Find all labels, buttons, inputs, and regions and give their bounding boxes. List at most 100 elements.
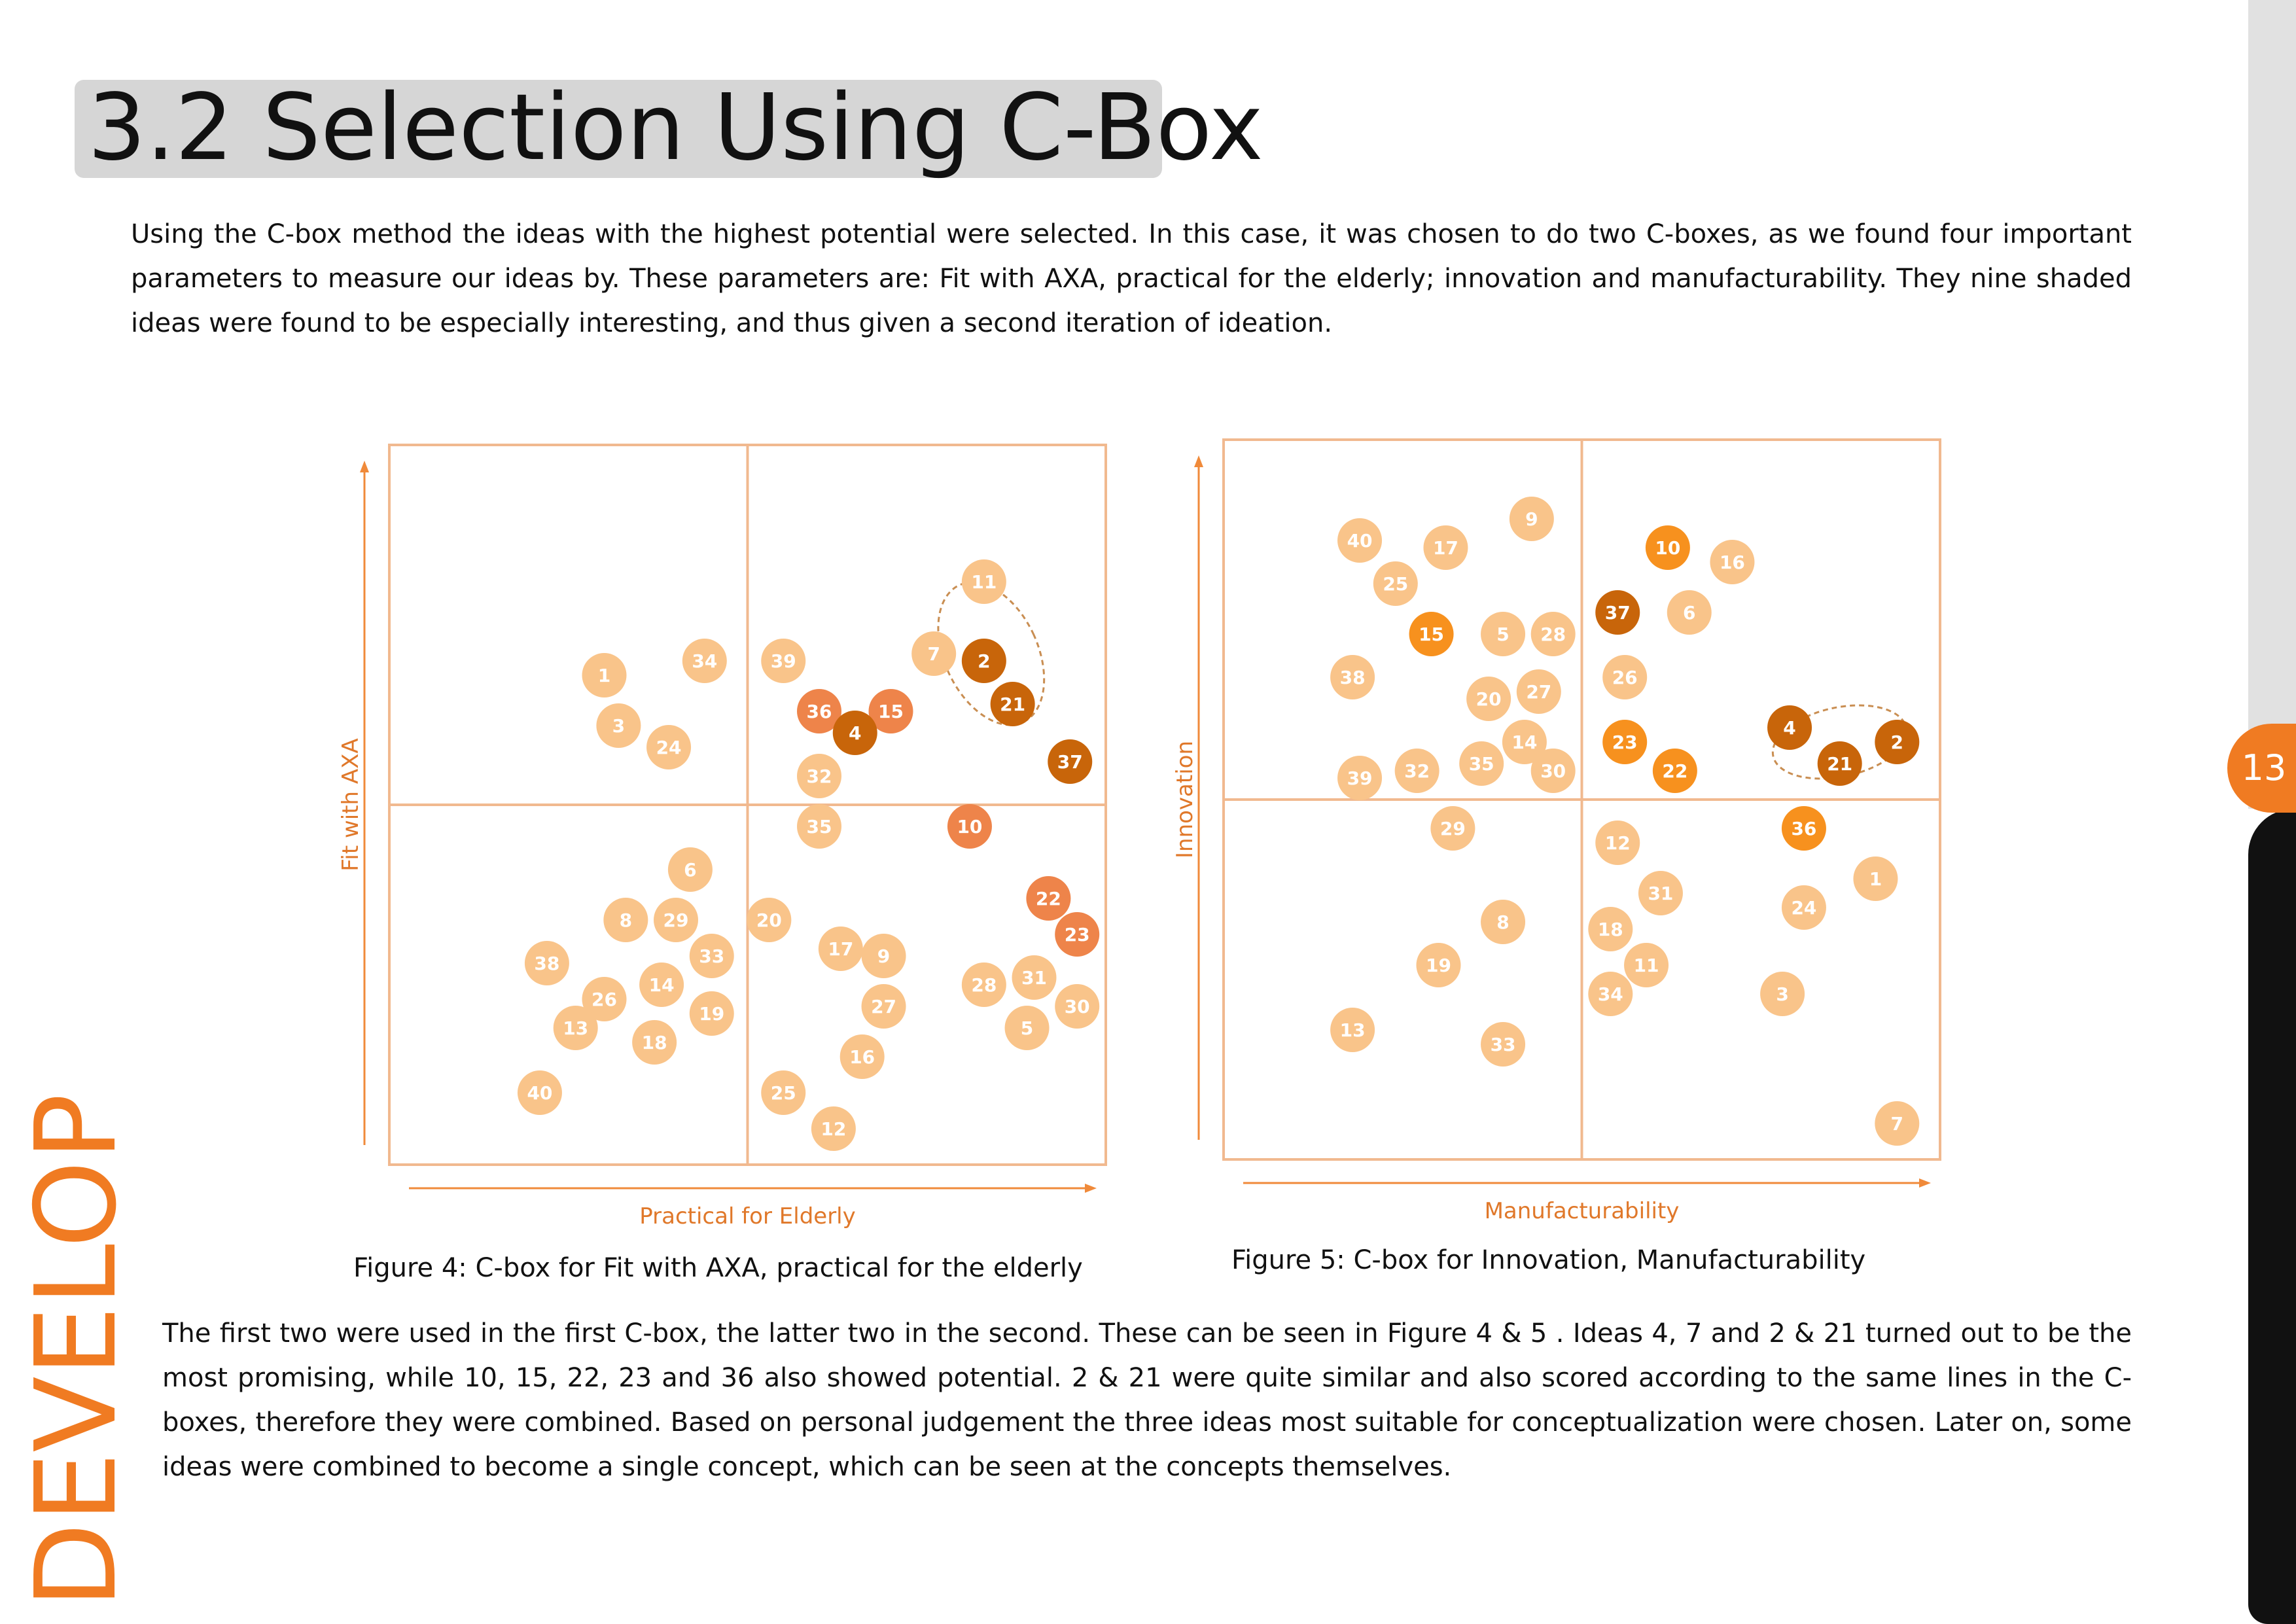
- idea-bubble-5: [1004, 1006, 1050, 1050]
- figure-5-caption: Figure 5: C-box for Innovation, Manufact…: [1231, 1245, 1866, 1275]
- x-axis-label: Manufacturability: [1485, 1198, 1680, 1224]
- idea-label-26: 26: [1612, 667, 1638, 688]
- idea-bubble-14: [1502, 720, 1547, 764]
- idea-bubble-40: [517, 1070, 562, 1115]
- page-title: 3.2 Selection Using C-Box: [88, 75, 1263, 181]
- idea-bubble-28: [961, 962, 1006, 1007]
- intro-paragraph: Using the C-box method the ideas with th…: [131, 219, 2132, 338]
- idea-bubble-2: [961, 639, 1006, 683]
- idea-label-4: 4: [1783, 717, 1795, 739]
- idea-label-21: 21: [1827, 753, 1852, 775]
- idea-label-34: 34: [692, 650, 717, 672]
- idea-label-9: 9: [877, 945, 890, 967]
- idea-bubble-11: [1624, 943, 1669, 987]
- idea-label-31: 31: [1021, 967, 1047, 989]
- idea-label-36: 36: [1791, 818, 1816, 839]
- idea-label-7: 7: [1891, 1113, 1903, 1135]
- section-label: DEVELOP: [12, 1093, 141, 1608]
- idea-bubble-29: [1430, 806, 1475, 851]
- idea-label-39: 39: [771, 650, 796, 672]
- idea-label-37: 37: [1057, 751, 1083, 773]
- idea-label-32: 32: [1404, 760, 1430, 782]
- idea-bubble-34: [682, 639, 727, 683]
- side-bar-grey: [2248, 0, 2296, 809]
- idea-bubble-25: [1373, 561, 1418, 606]
- idea-label-32: 32: [807, 766, 832, 787]
- idea-label-11: 11: [971, 571, 997, 593]
- idea-label-28: 28: [1540, 624, 1566, 645]
- idea-bubble-10: [1645, 525, 1690, 570]
- idea-label-25: 25: [1383, 573, 1408, 595]
- idea-label-30: 30: [1065, 996, 1090, 1017]
- idea-label-15: 15: [878, 701, 904, 722]
- idea-bubble-39: [761, 639, 806, 683]
- idea-bubble-36: [1781, 806, 1826, 851]
- idea-label-27: 27: [871, 996, 896, 1017]
- idea-bubble-31: [1638, 871, 1683, 915]
- idea-bubble-9: [1509, 497, 1554, 541]
- idea-bubble-26: [1602, 655, 1648, 699]
- idea-bubble-23: [1602, 720, 1648, 764]
- idea-label-16: 16: [849, 1046, 875, 1068]
- y-axis-label: Innovation: [1172, 741, 1198, 858]
- idea-bubble-1: [582, 653, 627, 697]
- idea-bubble-11: [961, 559, 1006, 604]
- idea-label-9: 9: [1525, 508, 1538, 530]
- y-axis-arrowhead: [360, 461, 369, 472]
- idea-bubble-40: [1337, 518, 1383, 563]
- idea-label-25: 25: [771, 1082, 796, 1104]
- idea-bubble-7: [1875, 1101, 1920, 1146]
- idea-bubble-21: [1817, 741, 1862, 786]
- idea-label-8: 8: [1496, 911, 1509, 933]
- idea-bubble-12: [1595, 821, 1640, 865]
- idea-label-5: 5: [1496, 624, 1509, 645]
- idea-label-5: 5: [1021, 1017, 1033, 1039]
- idea-bubble-2: [1875, 720, 1920, 764]
- idea-label-18: 18: [1598, 919, 1623, 940]
- idea-bubble-24: [1781, 885, 1826, 930]
- x-axis-arrowhead: [1085, 1184, 1097, 1193]
- idea-bubble-19: [689, 991, 734, 1036]
- idea-bubble-22: [1652, 749, 1697, 793]
- idea-label-23: 23: [1612, 732, 1638, 753]
- idea-label-17: 17: [1433, 537, 1458, 559]
- idea-label-19: 19: [1426, 955, 1451, 976]
- y-axis-label: Fit with AXA: [338, 738, 364, 871]
- idea-bubble-34: [1588, 972, 1633, 1016]
- idea-label-7: 7: [927, 643, 940, 665]
- idea-label-4: 4: [849, 722, 861, 744]
- idea-label-6: 6: [1683, 602, 1695, 624]
- idea-bubble-23: [1055, 912, 1100, 957]
- idea-bubble-20: [747, 898, 792, 942]
- idea-label-27: 27: [1526, 681, 1551, 703]
- idea-bubble-4: [832, 711, 877, 755]
- idea-bubble-14: [639, 962, 684, 1007]
- idea-bubble-20: [1466, 677, 1511, 721]
- idea-bubble-21: [990, 682, 1035, 726]
- idea-label-18: 18: [642, 1032, 667, 1053]
- idea-label-29: 29: [663, 909, 689, 931]
- idea-label-16: 16: [1720, 552, 1745, 573]
- idea-bubble-3: [596, 703, 641, 748]
- idea-label-24: 24: [656, 737, 682, 758]
- combined-ideas-ellipse: [937, 581, 1046, 726]
- idea-label-12: 12: [1605, 832, 1631, 854]
- idea-label-33: 33: [699, 945, 724, 967]
- idea-bubble-38: [524, 941, 569, 985]
- idea-label-23: 23: [1065, 924, 1090, 945]
- idea-bubble-38: [1330, 655, 1375, 699]
- idea-label-30: 30: [1540, 760, 1566, 782]
- idea-label-19: 19: [699, 1003, 724, 1025]
- idea-bubble-27: [1516, 669, 1561, 714]
- idea-bubble-9: [861, 934, 906, 978]
- idea-bubble-39: [1337, 756, 1383, 800]
- x-axis-arrowhead: [1919, 1178, 1931, 1188]
- idea-label-34: 34: [1598, 983, 1623, 1005]
- idea-label-39: 39: [1347, 768, 1373, 789]
- idea-bubble-26: [582, 977, 627, 1021]
- idea-bubble-30: [1055, 984, 1100, 1029]
- idea-bubble-37: [1595, 590, 1640, 635]
- idea-label-10: 10: [957, 816, 982, 838]
- idea-bubble-15: [868, 689, 913, 733]
- idea-bubble-6: [667, 847, 713, 892]
